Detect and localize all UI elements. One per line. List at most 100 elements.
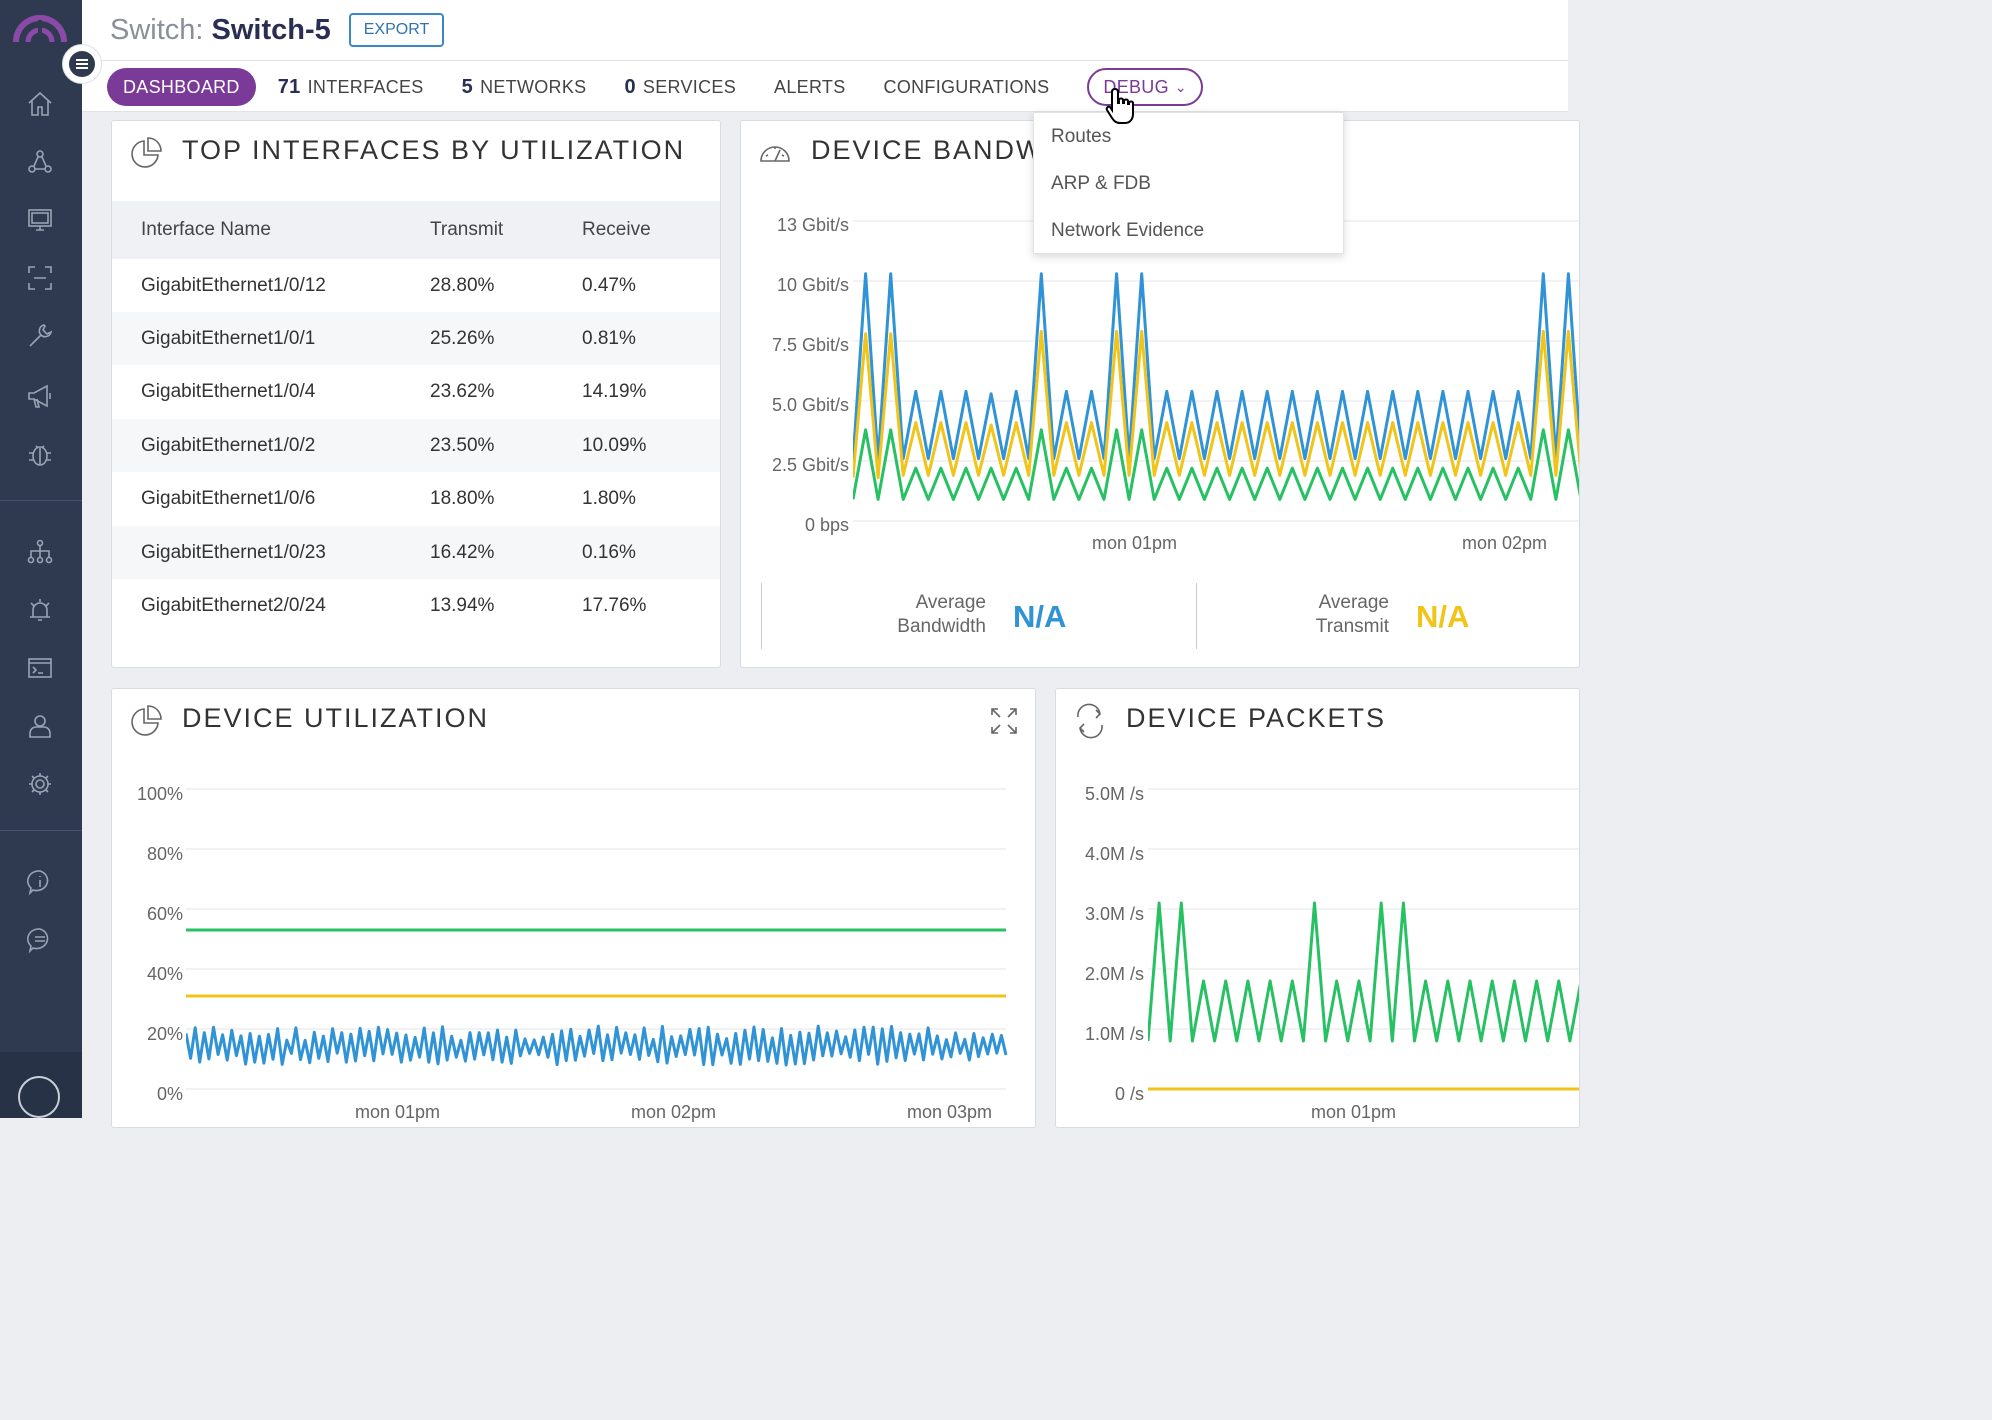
avatar[interactable]	[0, 1052, 82, 1118]
transmit-value: 13.94%	[430, 594, 495, 616]
megaphone-icon[interactable]	[22, 378, 58, 414]
receive-value: 0.81%	[582, 327, 636, 349]
chevron-down-icon: ⌄	[1174, 78, 1187, 95]
tab-alerts[interactable]: ALERTS	[774, 68, 846, 106]
tab-label: CONFIGURATIONS	[883, 76, 1050, 97]
tab-services[interactable]: 0 SERVICES	[624, 68, 736, 106]
y-tick-label: 40%	[146, 964, 183, 984]
menu-item-network-evidence[interactable]: Network Evidence	[1051, 219, 1205, 241]
tab-dashboard[interactable]: DASHBOARD	[107, 68, 256, 106]
device-bandwidth-card: DEVICE BANDW 13 Gbit/s 10 Gbit/s 7.5 Gbi…	[740, 120, 1580, 668]
table-row[interactable]: GigabitEthernet1/0/1 25.26% 0.81%	[112, 312, 720, 365]
transmit-value: 25.26%	[430, 327, 495, 349]
y-tick-label: 3.0M /s	[1084, 904, 1144, 924]
tab-interfaces[interactable]: 71 INTERFACES	[278, 68, 424, 106]
topology-icon[interactable]	[22, 144, 58, 180]
sidebar	[0, 0, 82, 1118]
transmit-value: 23.62%	[430, 380, 495, 402]
device-utilization-card: DEVICE UTILIZATION 100% 80% 60% 40% 20% …	[111, 688, 1036, 1128]
y-tick-label: 2.0M /s	[1084, 964, 1144, 984]
y-tick-label: 5.0 Gbit/s	[771, 395, 849, 415]
monitor-icon[interactable]	[22, 202, 58, 238]
bandwidth-chart	[853, 220, 1579, 522]
gear-icon[interactable]	[22, 766, 58, 802]
page-title-prefix: Switch:	[110, 13, 204, 46]
y-tick-label: 0%	[156, 1084, 183, 1104]
hierarchy-icon[interactable]	[22, 534, 58, 570]
menu-item-arp-fdb[interactable]: ARP & FDB	[1051, 172, 1151, 194]
transmit-value: 18.80%	[430, 487, 495, 509]
y-tick-label: 7.5 Gbit/s	[771, 335, 849, 355]
y-tick-label: 0 /s	[1114, 1084, 1144, 1104]
export-button[interactable]: EXPORT	[348, 13, 445, 47]
table-row[interactable]: GigabitEthernet2/0/24 13.94% 17.76%	[112, 579, 720, 632]
avatar-icon	[18, 1076, 60, 1118]
x-tick-label: mon 02pm	[631, 1102, 717, 1122]
tab-label: SERVICES	[642, 76, 737, 97]
debug-dropdown-menu: Routes ARP & FDB Network Evidence	[1033, 112, 1344, 254]
tab-bar: DASHBOARD 71 INTERFACES 5 NETWORKS 0 SERVIC…	[107, 68, 1241, 106]
y-tick-label: 10 Gbit/s	[776, 275, 849, 295]
receive-value: 1.80%	[582, 487, 636, 509]
table-row[interactable]: GigabitEthernet1/0/12 28.80% 0.47%	[112, 259, 720, 312]
pie-chart-icon	[128, 703, 164, 739]
info-icon[interactable]	[22, 864, 58, 900]
alarm-icon[interactable]	[22, 592, 58, 628]
speedometer-icon	[757, 135, 793, 171]
tab-networks[interactable]: 5 NETWORKS	[462, 68, 587, 106]
menu-item-routes[interactable]: Routes	[1051, 125, 1112, 147]
card-title: DEVICE PACKETS	[1126, 703, 1387, 733]
terminal-icon[interactable]	[22, 650, 58, 686]
y-tick-label: 1.0M /s	[1084, 1024, 1144, 1044]
column-header[interactable]: Interface Name	[141, 219, 271, 240]
receive-value: 17.76%	[582, 594, 647, 616]
table-row[interactable]: GigabitEthernet1/0/2 23.50% 10.09%	[112, 419, 720, 472]
receive-value: 0.47%	[582, 274, 636, 296]
card-title: DEVICE UTILIZATION	[182, 703, 490, 733]
y-tick-label: 2.5 Gbit/s	[771, 455, 849, 475]
interface-name: GigabitEthernet2/0/24	[141, 594, 326, 616]
table-row[interactable]: GigabitEthernet1/0/23 16.42% 0.16%	[112, 526, 720, 579]
y-tick-label: 0 bps	[804, 515, 849, 535]
column-header[interactable]: Receive	[582, 219, 651, 240]
user-icon[interactable]	[22, 708, 58, 744]
transmit-value: 28.80%	[430, 274, 495, 296]
table-row[interactable]: GigabitEthernet1/0/6 18.80% 1.80%	[112, 472, 720, 525]
y-tick-label: 5.0M /s	[1084, 784, 1144, 804]
receive-value: 0.16%	[582, 541, 636, 563]
home-icon[interactable]	[22, 86, 58, 122]
series-line	[853, 329, 1579, 480]
pie-chart-icon	[128, 135, 164, 171]
series-line	[186, 1024, 1008, 1067]
tab-count: 0	[624, 75, 636, 98]
wrench-icon[interactable]	[22, 318, 58, 354]
average-bandwidth-value: N/A	[1013, 599, 1067, 634]
tab-count: 5	[461, 75, 474, 98]
x-tick-label: mon 01pm	[355, 1102, 441, 1122]
x-tick-label: mon 01pm	[1092, 533, 1178, 553]
tab-debug[interactable]: DEBUG ⌄	[1087, 68, 1203, 106]
y-tick-label: 100%	[136, 784, 183, 804]
interface-name: GigabitEthernet1/0/2	[141, 434, 316, 456]
scan-icon[interactable]	[22, 260, 58, 296]
interface-name: GigabitEthernet1/0/1	[141, 327, 316, 349]
tab-label: NETWORKS	[480, 76, 587, 97]
packets-chart	[1148, 788, 1579, 1091]
tab-label: ALERTS	[774, 76, 846, 97]
table-row[interactable]: GigabitEthernet1/0/4 23.62% 14.19%	[112, 365, 720, 418]
bug-icon[interactable]	[22, 436, 58, 472]
brand-logo[interactable]	[12, 10, 68, 46]
y-tick-label: 13 Gbit/s	[776, 215, 849, 235]
interface-name: GigabitEthernet1/0/6	[141, 487, 316, 509]
tab-label: DASHBOARD	[123, 76, 240, 97]
column-header[interactable]: Transmit	[430, 219, 504, 240]
hand-cursor-icon	[1105, 87, 1134, 124]
receive-value: 10.09%	[582, 434, 647, 456]
tab-configurations[interactable]: CONFIGURATIONS	[884, 68, 1050, 106]
header: Switch: Switch-5 EXPORT DASHBOARD 71 INTE…	[82, 0, 1568, 112]
interface-name: GigabitEthernet1/0/4	[141, 380, 316, 402]
y-tick-label: 20%	[146, 1024, 183, 1044]
expand-icon[interactable]	[988, 705, 1020, 737]
chat-icon[interactable]	[22, 922, 58, 958]
sidebar-toggle-button[interactable]	[62, 44, 102, 84]
